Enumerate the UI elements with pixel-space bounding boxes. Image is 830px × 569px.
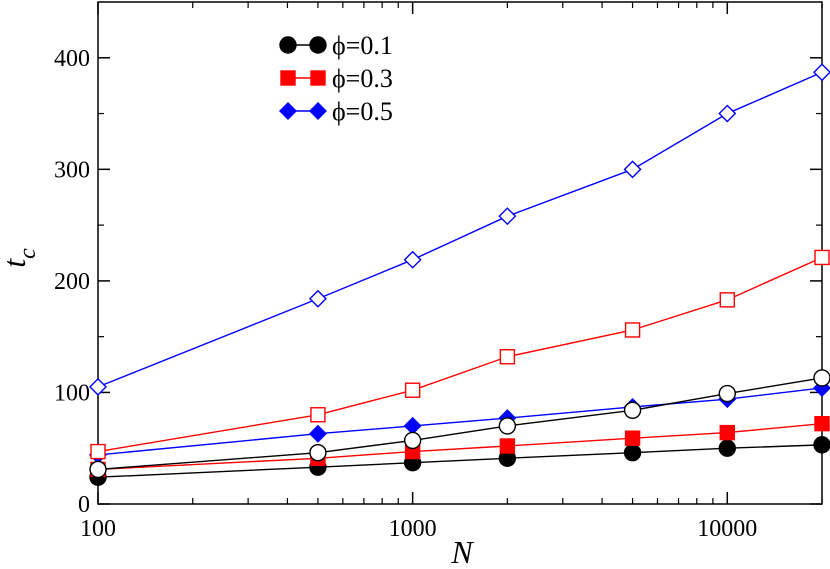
series-0 xyxy=(89,436,830,486)
data-point xyxy=(309,443,327,462)
data-point xyxy=(813,369,830,387)
series-line xyxy=(97,387,823,456)
y-tick-label: 300 xyxy=(54,157,90,183)
data-point xyxy=(813,63,830,82)
y-axis-label: tc xyxy=(0,248,41,268)
legend-label: ϕ=0.1 xyxy=(332,31,393,60)
data-point xyxy=(624,430,641,446)
data-point xyxy=(403,250,422,269)
data-point xyxy=(623,401,642,419)
series-line xyxy=(97,377,823,471)
data-point xyxy=(813,436,830,454)
data-point xyxy=(89,377,107,396)
legend-marker xyxy=(309,36,327,54)
data-point xyxy=(719,292,735,308)
series-line xyxy=(97,422,823,471)
data-point xyxy=(498,207,517,226)
series-4 xyxy=(90,249,830,460)
data-point xyxy=(814,249,830,266)
data-point xyxy=(499,438,516,454)
data-point xyxy=(310,407,326,423)
x-tick-label: 1000 xyxy=(389,516,437,542)
data-point xyxy=(623,160,642,179)
data-point xyxy=(498,417,517,435)
legend-marker xyxy=(310,70,326,86)
legend-label: ϕ=0.5 xyxy=(332,97,393,126)
data-point xyxy=(403,416,422,435)
data-point xyxy=(403,431,422,450)
data-point xyxy=(718,384,736,403)
data-point xyxy=(89,460,107,479)
data-point xyxy=(308,289,327,308)
x-axis-label: N xyxy=(450,534,474,569)
legend: ϕ=0.1 ϕ=0.3 ϕ=0.5 xyxy=(279,31,393,126)
series-1 xyxy=(90,415,830,478)
series-5 xyxy=(89,63,830,396)
data-point xyxy=(499,349,516,365)
y-axis-label-subscript: c xyxy=(15,248,41,259)
legend-marker xyxy=(279,102,297,120)
x-tick-label: 100 xyxy=(80,516,116,542)
legend-marker xyxy=(279,36,297,54)
data-point xyxy=(308,424,327,443)
y-tick-label: 100 xyxy=(54,380,90,406)
legend-marker xyxy=(309,102,327,120)
data-point xyxy=(623,443,642,462)
data-point xyxy=(624,322,641,338)
y-tick-label: 200 xyxy=(54,269,90,295)
data-point xyxy=(90,443,106,460)
series-3 xyxy=(89,369,830,479)
x-tick-label: 10000 xyxy=(697,516,757,542)
y-tick-label: 0 xyxy=(78,492,90,518)
legend-entry: ϕ=0.3 xyxy=(280,64,393,93)
series-line xyxy=(97,71,823,388)
y-tick-label: 400 xyxy=(54,46,90,72)
data-point xyxy=(718,439,736,457)
y-axis-label-main: t xyxy=(0,258,32,268)
legend-entry: ϕ=0.5 xyxy=(279,97,393,126)
data-point xyxy=(719,424,735,441)
legend-marker xyxy=(280,70,296,86)
legend-label: ϕ=0.3 xyxy=(332,64,393,93)
data-point xyxy=(404,382,421,398)
data-point xyxy=(718,104,737,123)
legend-entry: ϕ=0.1 xyxy=(279,31,393,60)
data-point xyxy=(814,415,830,432)
plot-frame xyxy=(97,1,823,505)
series-layer xyxy=(89,63,830,486)
